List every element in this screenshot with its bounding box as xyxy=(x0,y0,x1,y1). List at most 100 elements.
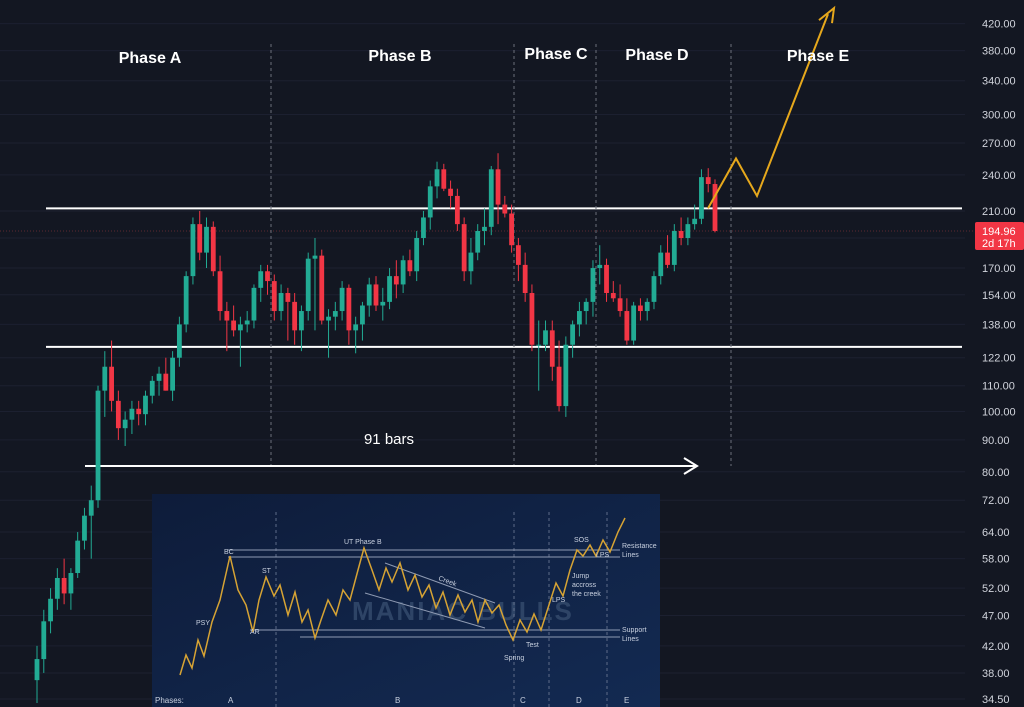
price-tick: 340.00 xyxy=(982,76,1016,88)
candle xyxy=(197,210,203,261)
candle xyxy=(705,168,711,193)
candle xyxy=(251,284,257,329)
candle xyxy=(61,558,67,605)
inset-label-sos: SOS xyxy=(574,537,589,544)
current-price-value: 194.96 xyxy=(982,226,1016,238)
candle-body xyxy=(360,305,365,325)
candle-body xyxy=(495,169,501,205)
candle-body xyxy=(102,366,108,391)
candle xyxy=(292,293,298,345)
candle-body xyxy=(549,330,555,367)
candle-body xyxy=(115,400,121,429)
candle-body xyxy=(638,305,643,312)
inset-label-jump-1: Jump xyxy=(572,573,589,580)
inset-label-ut: UT Phase B xyxy=(344,539,382,546)
candle xyxy=(102,351,108,417)
candle-body xyxy=(339,287,345,312)
candle-body xyxy=(482,226,487,231)
candle xyxy=(299,305,304,352)
candle-body xyxy=(705,177,711,185)
inset-label-ar: AR xyxy=(250,629,260,636)
candle-body xyxy=(583,301,589,312)
candle xyxy=(393,260,399,299)
candle-body xyxy=(644,301,650,312)
candle-body xyxy=(238,324,243,331)
candle-body xyxy=(427,186,433,218)
candle-body xyxy=(448,188,453,196)
candle-body xyxy=(699,177,704,219)
candle-body xyxy=(305,258,311,312)
inset-phase-d: D xyxy=(576,696,582,705)
candle xyxy=(468,237,474,285)
price-tick: 100.00 xyxy=(982,406,1016,418)
candle xyxy=(75,532,81,578)
candle xyxy=(115,390,121,440)
candle xyxy=(54,568,60,610)
inset-phases-label: Phases: xyxy=(155,696,184,705)
candle xyxy=(285,287,291,341)
candle xyxy=(41,609,47,673)
candle-body xyxy=(651,276,657,302)
candle xyxy=(319,249,325,325)
candle-body xyxy=(414,237,420,272)
candle xyxy=(549,320,555,381)
candle-body xyxy=(156,373,162,381)
candle-body xyxy=(577,311,582,325)
price-tick: 80.00 xyxy=(982,467,1010,479)
candle-body xyxy=(332,311,338,317)
candle-body xyxy=(373,284,379,306)
inset-label-test: Test xyxy=(526,642,539,649)
candle xyxy=(163,357,169,391)
inset-label-support-2: Lines xyxy=(622,636,639,643)
candle-body xyxy=(441,169,447,189)
candle xyxy=(82,507,87,550)
candle-body xyxy=(170,357,175,391)
candle xyxy=(665,235,670,269)
candle xyxy=(407,249,413,277)
candle-body xyxy=(251,287,257,321)
candle xyxy=(387,268,392,310)
inset-phase-c: C xyxy=(520,696,526,705)
candle xyxy=(360,301,365,341)
candle-body xyxy=(387,276,392,302)
candle-body xyxy=(624,311,630,341)
inset-phase-e: E xyxy=(624,696,629,705)
candle xyxy=(597,245,603,285)
candle xyxy=(380,287,386,321)
price-tick: 38.00 xyxy=(982,668,1010,680)
candle-body xyxy=(454,195,460,225)
candle-body xyxy=(244,320,250,325)
candle xyxy=(305,252,311,321)
bar-count-label: 91 bars xyxy=(364,431,414,448)
candle xyxy=(414,230,420,282)
candle-body xyxy=(210,226,216,272)
candle-body xyxy=(190,224,196,277)
candle xyxy=(190,217,196,285)
candle-body xyxy=(461,224,467,272)
candle-body xyxy=(299,311,304,331)
candle xyxy=(624,298,630,345)
candle xyxy=(610,281,616,302)
candle xyxy=(454,188,460,231)
inset-label-lps-lower: LPS xyxy=(552,597,566,604)
candle xyxy=(366,277,372,317)
candle-body xyxy=(536,344,542,346)
projection-arrowhead xyxy=(818,5,836,24)
candle xyxy=(570,320,576,358)
candle-body xyxy=(393,276,399,285)
candle-body xyxy=(163,373,169,391)
price-tick: 300.00 xyxy=(982,110,1016,122)
candle xyxy=(34,645,40,703)
price-tick: 90.00 xyxy=(982,435,1010,447)
candle xyxy=(488,165,494,236)
candle xyxy=(88,485,94,559)
candle xyxy=(434,161,440,199)
inset-background xyxy=(152,494,660,707)
candle-body xyxy=(346,287,352,331)
candle xyxy=(183,271,189,333)
candle-body xyxy=(285,293,291,302)
price-tick: 34.50 xyxy=(982,694,1010,706)
candle-body xyxy=(407,260,413,272)
inset-label-resistance-1: Resistance xyxy=(622,543,657,550)
candle xyxy=(244,311,250,333)
